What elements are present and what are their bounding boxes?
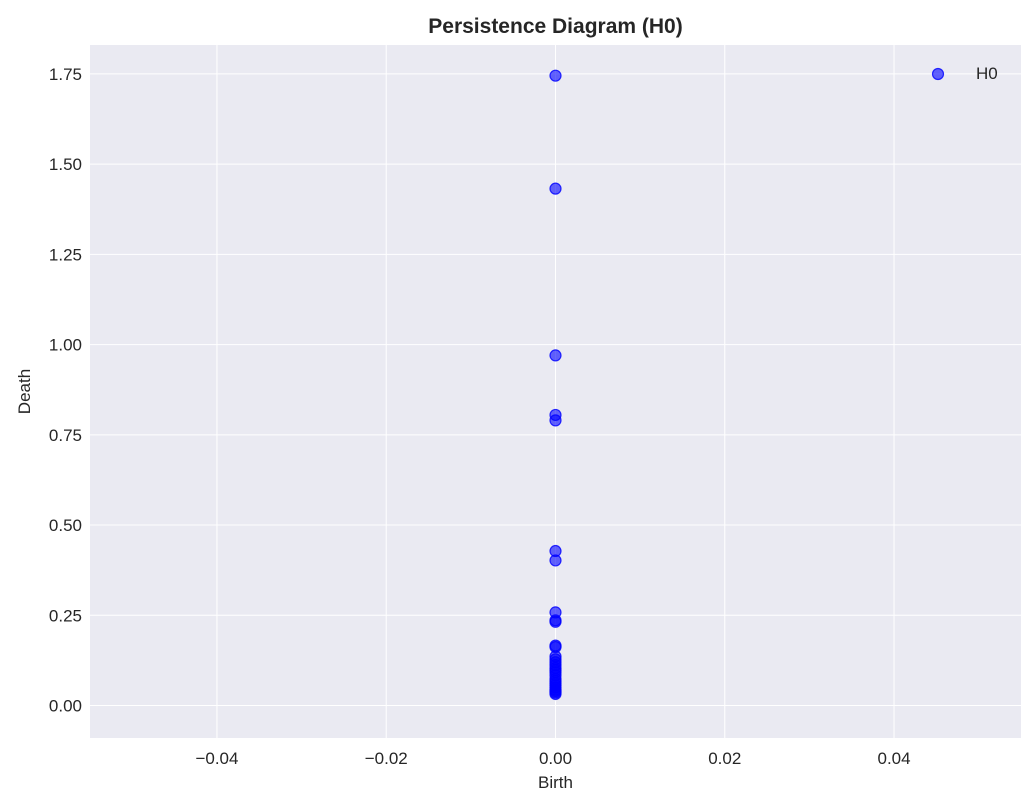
legend: H0 [931, 64, 998, 83]
y-tick-label: 0.50 [49, 516, 82, 535]
legend-label: H0 [976, 64, 998, 83]
x-axis-label: Birth [538, 773, 573, 792]
grid-lines [90, 45, 1021, 738]
data-point [549, 349, 562, 362]
data-point [549, 182, 562, 195]
y-tick-label: 0.00 [49, 697, 82, 716]
y-tick-label: 1.75 [49, 65, 82, 84]
y-tick-label: 1.50 [49, 155, 82, 174]
y-tick-label: 1.25 [49, 245, 82, 264]
x-tick-label: 0.04 [877, 749, 910, 768]
x-tick-label: 0.02 [708, 749, 741, 768]
tick-labels: −0.04 −0.02 0.00 0.02 0.04 0.00 0.25 0.50 0.75 1.… [49, 65, 911, 768]
data-point [549, 69, 562, 82]
data-point [549, 687, 562, 701]
legend-marker [931, 67, 945, 81]
y-tick-label: 0.75 [49, 426, 82, 445]
y-tick-label: 1.00 [49, 336, 82, 355]
x-tick-label: −0.02 [365, 749, 408, 768]
data-point [549, 615, 562, 628]
x-tick-label: −0.04 [195, 749, 238, 768]
y-axis-label: Death [15, 369, 34, 414]
data-point [549, 414, 562, 427]
x-tick-label: 0.00 [539, 749, 572, 768]
y-tick-label: 0.25 [49, 606, 82, 625]
data-points [549, 69, 562, 701]
chart-title: Persistence Diagram (H0) [428, 15, 682, 38]
data-point [549, 554, 562, 567]
